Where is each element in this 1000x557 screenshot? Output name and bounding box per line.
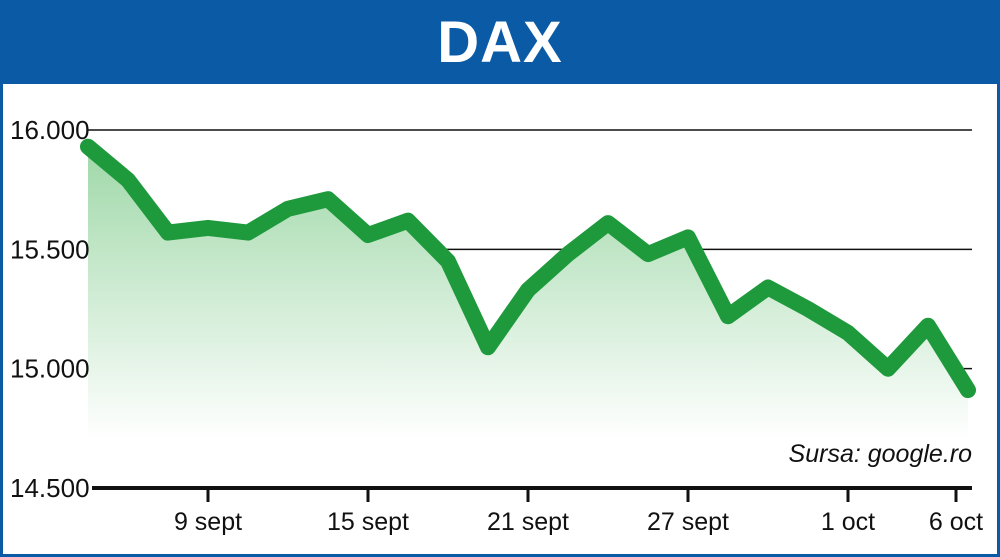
x-tick-label: 9 sept (174, 508, 242, 536)
x-tick-label: 15 sept (327, 508, 409, 536)
x-tick-label: 27 sept (647, 508, 729, 536)
y-tick-label: 15.000 (10, 354, 90, 384)
x-axis: 9 sept 15 sept 21 sept 27 sept 1 oct 6 oct (174, 488, 983, 536)
y-tick-label: 15.500 (10, 234, 90, 264)
x-tick-label: 6 oct (929, 508, 983, 536)
chart-header: DAX (0, 0, 1000, 84)
y-tick-label: 14.500 (10, 473, 90, 503)
y-tick-label: 16.000 (10, 115, 90, 145)
x-tick-label: 21 sept (487, 508, 569, 536)
series-line (80, 138, 976, 399)
x-tick-label: 1 oct (821, 508, 875, 536)
source-note: Sursa: google.ro (789, 440, 973, 468)
chart-title: DAX (437, 9, 563, 75)
y-axis-ticks: 16.000 15.500 15.000 14.500 (10, 115, 90, 503)
